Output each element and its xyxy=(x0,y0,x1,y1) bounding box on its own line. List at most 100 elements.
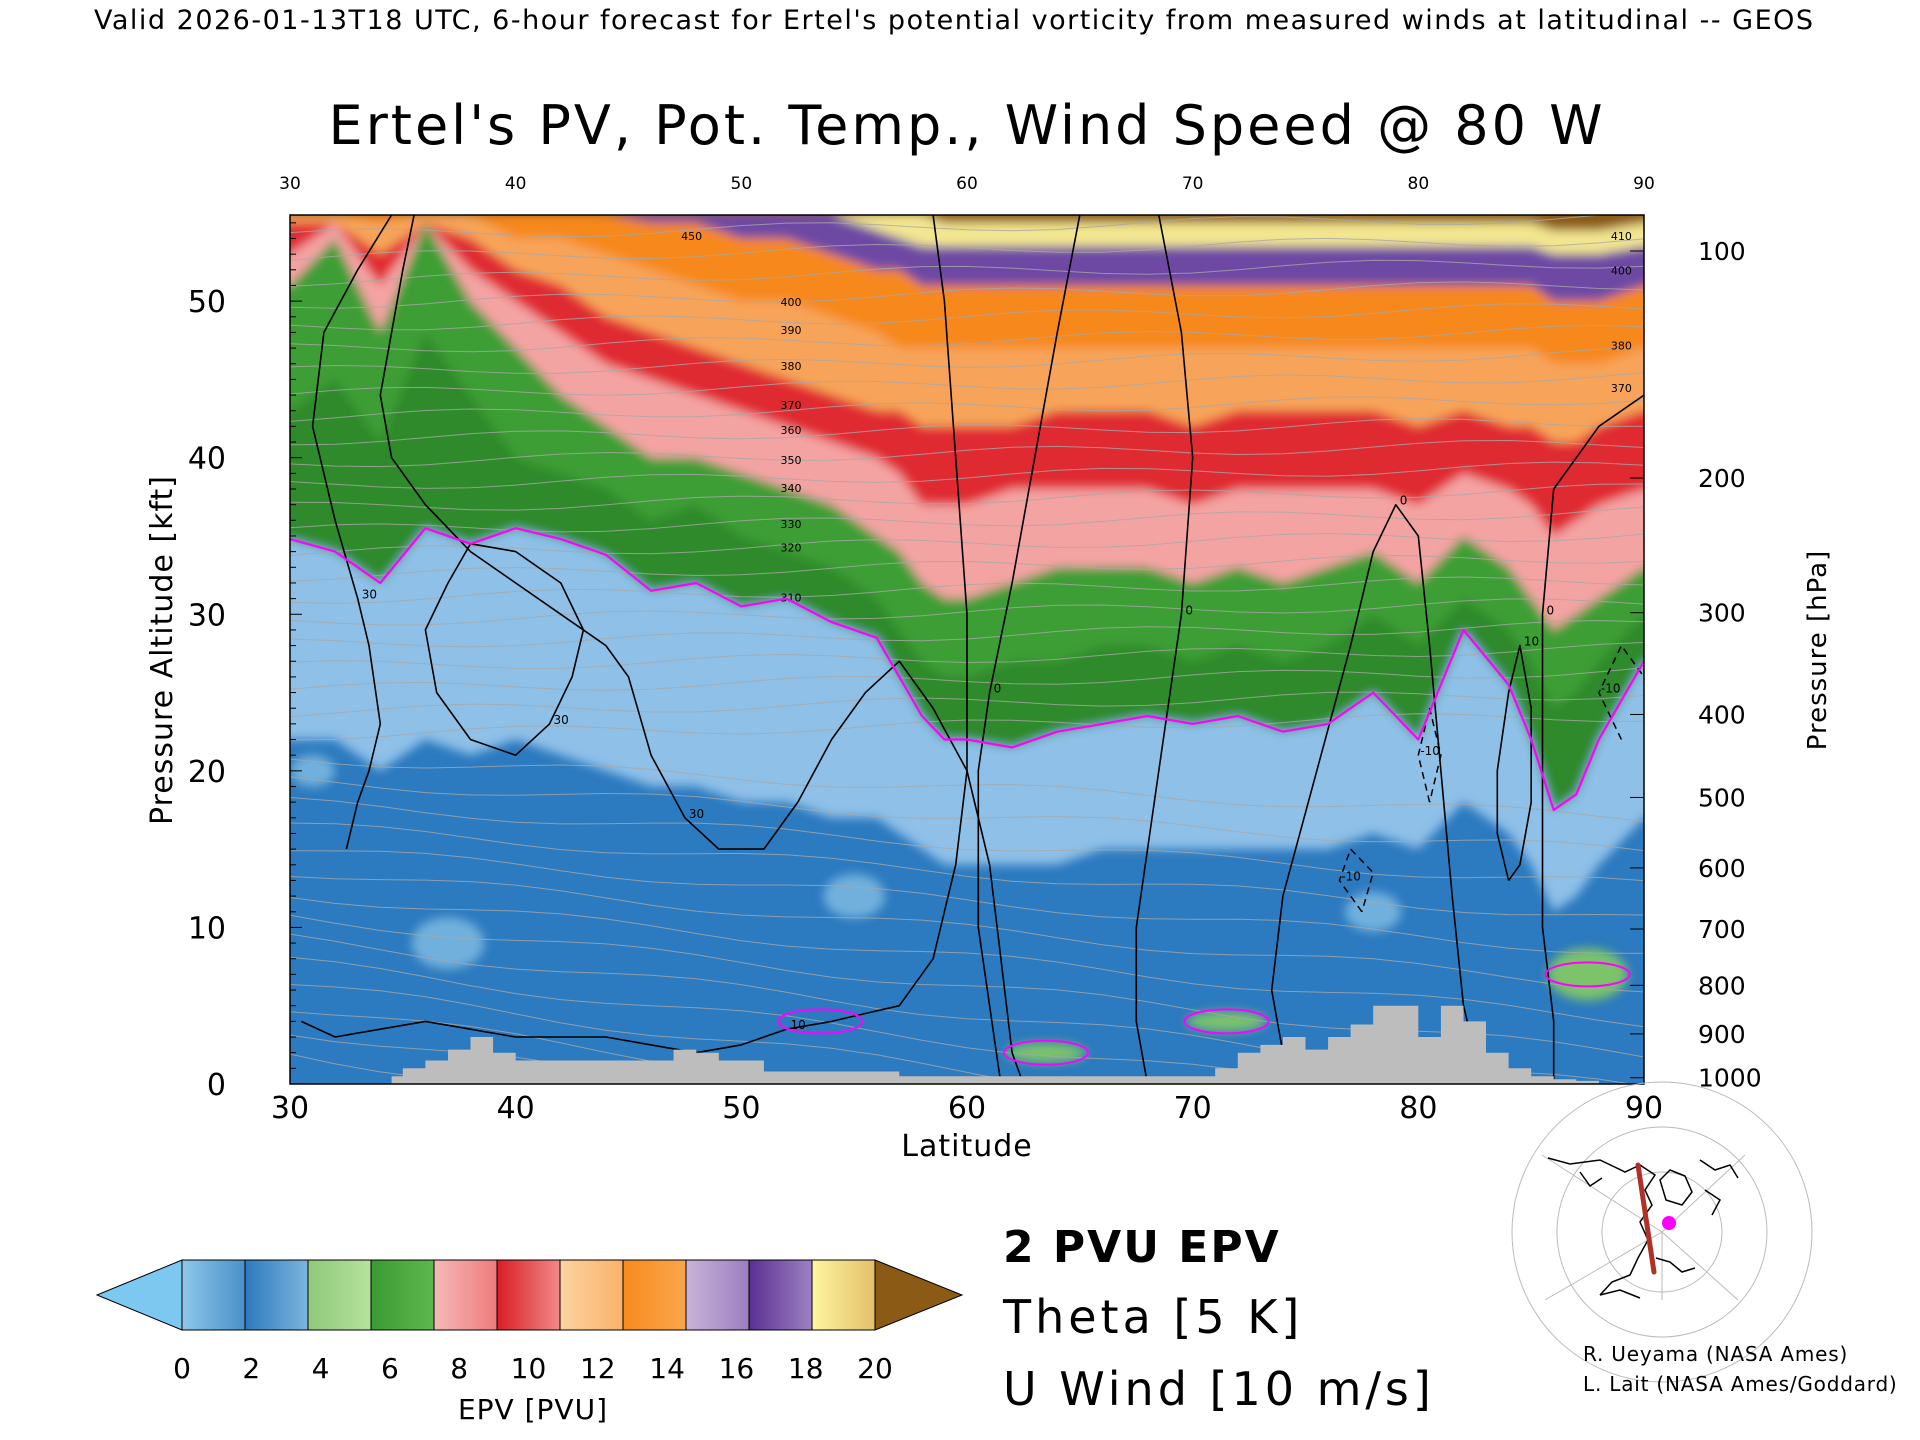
x-top-tick-label: 60 xyxy=(956,174,978,194)
theta-label-8: 390 xyxy=(780,324,801,337)
u-wind-contour-4 xyxy=(977,215,1081,1084)
colorbar-tick-label: 6 xyxy=(381,1352,399,1385)
epv-band-16 xyxy=(290,215,1644,255)
colorbar-tick-label: 4 xyxy=(312,1352,330,1385)
map-location-marker xyxy=(1662,1216,1676,1230)
colorbar-tick-label: 0 xyxy=(173,1352,191,1385)
x-top-tick-label: 30 xyxy=(279,174,301,194)
theta-label-1: 320 xyxy=(780,542,801,555)
theta-contour-29 xyxy=(290,372,1644,396)
y-tick-label: 40 xyxy=(188,442,226,477)
x-tick-label: 40 xyxy=(497,1091,535,1126)
y-axis-label: Pressure Altitude [kft] xyxy=(145,475,180,825)
theta-contour-23 xyxy=(290,506,1644,533)
plot-frame xyxy=(289,214,1645,1085)
theta-label-9: 400 xyxy=(780,296,801,309)
valid-time-header: Valid 2026-01-13T18 UTC, 6-hour forecast… xyxy=(94,5,1815,36)
theta-contour-13 xyxy=(290,758,1644,822)
u-wind-label-5: 0 xyxy=(1185,603,1193,617)
colorbar-tick-label: 18 xyxy=(788,1352,824,1385)
pv-2pvu-low-patch-2 xyxy=(1544,961,1631,988)
x-axis-label: Latitude xyxy=(901,1129,1032,1164)
section-line xyxy=(1635,1162,1657,1275)
colorbar-segment-1 xyxy=(244,1259,309,1331)
epv-light-patch-2 xyxy=(823,874,885,919)
theta-label-12: 380 xyxy=(1611,340,1632,353)
theta-label-3: 340 xyxy=(780,482,801,495)
theta-contour-33 xyxy=(290,281,1644,309)
theta-label-10: 450 xyxy=(681,230,702,243)
pressure-tick-label: 300 xyxy=(1698,599,1746,628)
colorbar-tick-label: 2 xyxy=(242,1352,260,1385)
theta-contour-24 xyxy=(290,483,1644,511)
theta-contour-30 xyxy=(290,346,1644,374)
u-wind-label-6: 0 xyxy=(1400,494,1408,508)
pv-2pvu-low-patch-3 xyxy=(777,1008,864,1035)
colorbar-tick-label: 14 xyxy=(649,1352,685,1385)
u-wind-contours: 30 30 30 10 0 0 0 10 0 -10 -10 -10 xyxy=(300,215,1644,1084)
colorbar-segment-5 xyxy=(496,1259,561,1331)
pressure-tick-label: 500 xyxy=(1698,783,1746,812)
epv-light-patch-1 xyxy=(411,917,485,970)
u-wind-dashed-1 xyxy=(1417,708,1442,803)
theta-label-0: 310 xyxy=(780,592,801,605)
u-wind-contour-3 xyxy=(300,215,968,1054)
colorbar-segment-4 xyxy=(433,1259,498,1331)
pressure-tick-labels: 1000 900 800 700 600 500 400 300 200 100 xyxy=(1698,237,1762,1093)
theta-contour-10 xyxy=(290,822,1644,916)
theta-contour-32 xyxy=(290,303,1644,331)
terrain xyxy=(290,1005,1644,1084)
y-tick-label: 20 xyxy=(188,755,226,790)
epv-green-patch-2 xyxy=(1547,948,1628,1001)
u-wind-contour-5 xyxy=(1135,215,1194,1084)
x-tick-label: 90 xyxy=(1625,1091,1663,1126)
pressure-tick-label: 600 xyxy=(1698,854,1746,883)
x-top-tick-labels: 30 40 50 60 70 80 90 xyxy=(279,174,1655,194)
colorbar-segment-2 xyxy=(307,1259,372,1331)
theta-contour-3 xyxy=(290,984,1035,1084)
plot-area: 310 320 330 340 350 360 370 380 390 400 450 370 380 4… xyxy=(289,214,1645,1085)
colorbar-segment-0 xyxy=(181,1259,246,1331)
theta-contour-8 xyxy=(290,876,1644,993)
colorbar-tick-label: 12 xyxy=(580,1352,616,1385)
theta-contour-11 xyxy=(290,797,1644,882)
u-wind-label-3: 10 xyxy=(790,1018,805,1032)
u-wind-label-7: 10 xyxy=(1524,635,1539,649)
u-wind-label-8: 0 xyxy=(1546,603,1554,617)
y-tick-label: 30 xyxy=(188,598,226,633)
theta-label-4: 350 xyxy=(780,454,801,467)
colorbar-segment-8 xyxy=(685,1259,750,1331)
colorbar-tick-label: 8 xyxy=(450,1352,468,1385)
u-wind-contour-6 xyxy=(1270,503,1476,1053)
theta-contour-2 xyxy=(290,1011,896,1084)
colorbar-tick-label: 10 xyxy=(511,1352,547,1385)
colorbar-segment-9 xyxy=(748,1259,813,1331)
theta-contour-36 xyxy=(290,215,1608,238)
epv-colorbar: 0 2 4 6 8 10 12 14 16 18 20 xyxy=(95,1259,964,1385)
pv-2pvu-line xyxy=(290,527,1644,812)
epv-green-patch-1 xyxy=(1186,1011,1267,1032)
colorbar-segment-7 xyxy=(622,1259,687,1331)
u-wind-dashed-0 xyxy=(1338,847,1375,913)
theta-label-7: 380 xyxy=(780,360,801,373)
inset-map xyxy=(1511,1081,1813,1383)
terrain-profile xyxy=(290,1005,1644,1084)
epv-band-18 xyxy=(290,215,1644,231)
pressure-tick-label: 900 xyxy=(1698,1020,1746,1049)
pv-2pvu-contour xyxy=(290,527,1644,1066)
theta-contour-20 xyxy=(290,576,1644,604)
legend-u-wind: U Wind [10 m/s] xyxy=(1003,1362,1435,1416)
x-tick-labels: 30 40 50 60 70 80 90 xyxy=(271,1091,1663,1126)
theta-contour-28 xyxy=(290,396,1644,422)
pressure-tick-label: 100 xyxy=(1698,237,1746,266)
u-wind-label-1: 30 xyxy=(689,807,704,821)
epv-shading xyxy=(290,215,1644,1063)
u-wind-dashed-label-0: -10 xyxy=(1341,869,1361,883)
x-tick-label: 30 xyxy=(271,1091,309,1126)
u-wind-contour-7 xyxy=(1496,644,1532,881)
chart-title: Ertel's PV, Pot. Temp., Wind Speed @ 80 … xyxy=(328,94,1605,157)
pv-2pvu-low-patch-0 xyxy=(1002,1039,1089,1066)
u-wind-contour-0 xyxy=(311,215,393,850)
u-wind-dashed-2 xyxy=(1598,644,1644,740)
colorbar-tick-label: 20 xyxy=(857,1352,893,1385)
